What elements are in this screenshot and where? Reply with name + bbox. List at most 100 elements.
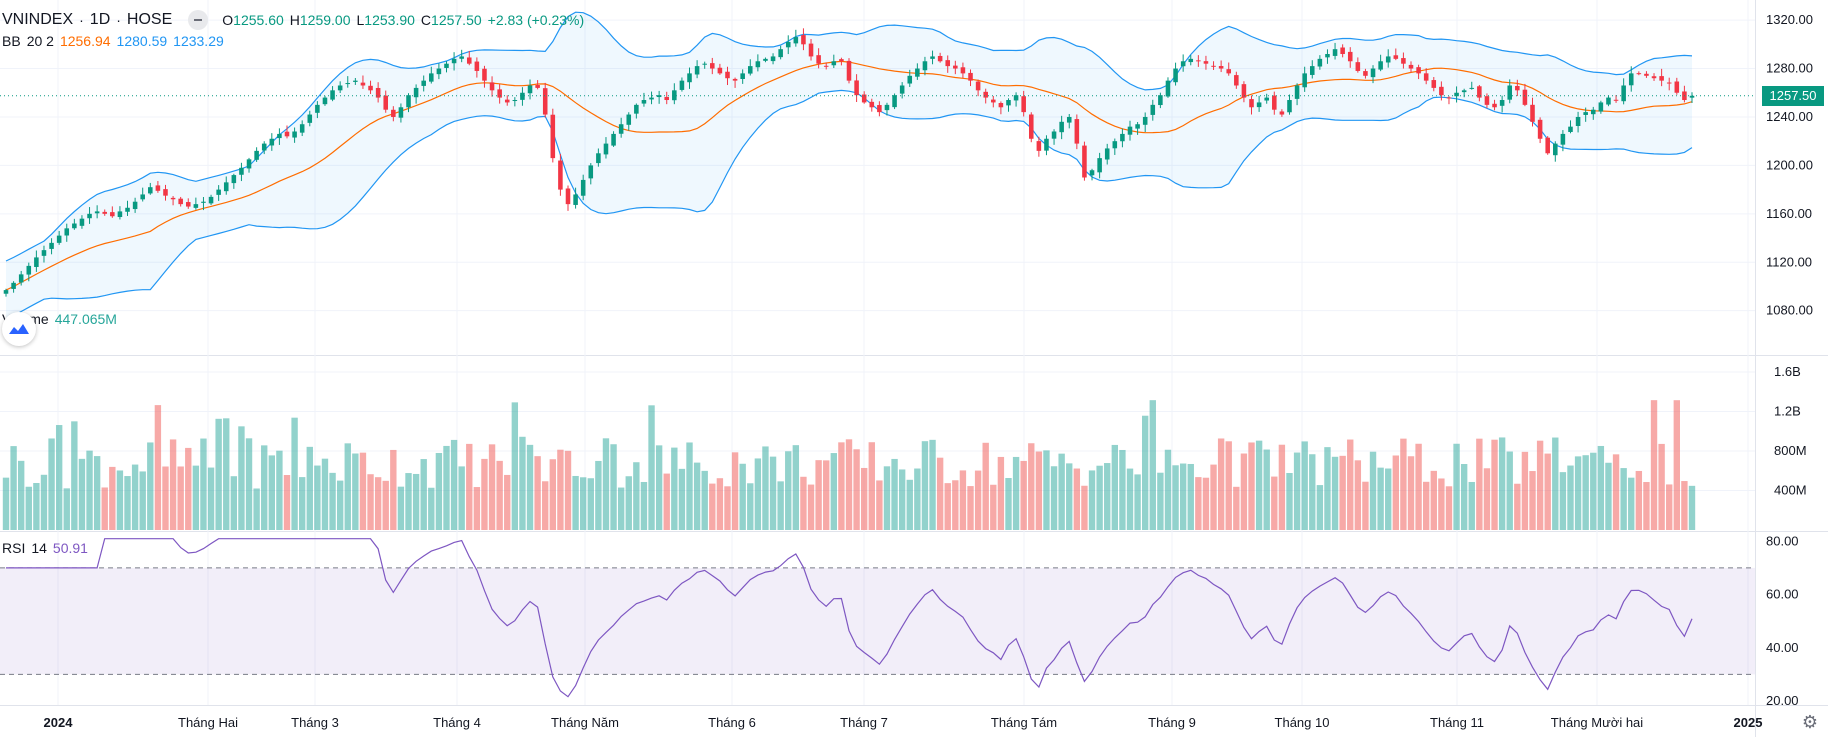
candle-body bbox=[626, 114, 632, 125]
legend-dot-2: · bbox=[116, 12, 121, 28]
candle-body bbox=[702, 63, 707, 65]
time-tick-label: Tháng 11 bbox=[1430, 715, 1484, 730]
volume-bar bbox=[1081, 485, 1088, 530]
candle-body bbox=[603, 143, 609, 155]
candle-body bbox=[755, 61, 761, 68]
symbol-interval[interactable]: 1D bbox=[89, 11, 111, 28]
candle-body bbox=[269, 138, 275, 146]
volume-bar bbox=[1582, 455, 1589, 530]
bb-legend[interactable]: BB 20 2 1256.94 1280.59 1233.29 bbox=[2, 33, 224, 49]
volume-bar bbox=[701, 470, 708, 530]
volume-bar bbox=[617, 487, 625, 530]
rsi-line bbox=[6, 538, 1693, 698]
volume-bar bbox=[1149, 400, 1156, 530]
candle-body bbox=[1666, 82, 1672, 84]
candle-body bbox=[1628, 73, 1634, 86]
candle-body bbox=[1590, 109, 1596, 115]
volume-bar bbox=[321, 458, 329, 530]
volume-bar bbox=[192, 465, 200, 530]
volume-bar bbox=[1635, 470, 1643, 530]
volume-bar bbox=[1096, 465, 1103, 530]
candle-body bbox=[1127, 126, 1133, 135]
volume-bar bbox=[663, 473, 670, 530]
candle-body bbox=[353, 80, 358, 82]
candle-body bbox=[1439, 86, 1444, 96]
volume-bar bbox=[1119, 449, 1126, 530]
candle-body bbox=[1059, 121, 1064, 133]
volume-bar bbox=[306, 446, 313, 530]
volume-bar bbox=[169, 439, 177, 530]
candle-body bbox=[1036, 141, 1042, 151]
candle-body bbox=[1302, 73, 1307, 88]
collapse-legend-icon[interactable] bbox=[188, 10, 209, 30]
candle-body bbox=[558, 160, 563, 190]
volume-bar bbox=[860, 467, 868, 530]
bb-params: 20 2 bbox=[26, 33, 54, 49]
volume-bar bbox=[359, 452, 367, 530]
candle-body bbox=[725, 71, 730, 79]
volume-bar bbox=[162, 466, 169, 530]
volume-bar bbox=[876, 480, 883, 530]
volume-bar bbox=[838, 442, 845, 530]
rsi-value: 50.91 bbox=[52, 540, 88, 556]
candle-body bbox=[94, 211, 100, 214]
candle-body bbox=[1218, 66, 1224, 69]
candle-body bbox=[907, 75, 913, 84]
volume-bar bbox=[374, 477, 382, 530]
candle-body bbox=[1264, 97, 1269, 101]
candle-body bbox=[1272, 95, 1277, 110]
volume-bar bbox=[921, 441, 929, 530]
candle-body bbox=[1644, 73, 1649, 76]
volume-bar bbox=[815, 460, 822, 530]
rsi-legend[interactable]: RSI 14 50.91 bbox=[2, 540, 88, 556]
last-price-tag: 1257.50 bbox=[1762, 85, 1824, 106]
volume-bar bbox=[845, 439, 853, 530]
candle-body bbox=[1097, 158, 1102, 173]
candle-body bbox=[49, 242, 54, 249]
candle-body bbox=[110, 212, 115, 217]
price-tick-label: 1160.00 bbox=[1766, 206, 1812, 221]
volume-bar bbox=[967, 486, 974, 530]
candle-body bbox=[1196, 60, 1201, 62]
candle-body bbox=[1636, 73, 1642, 75]
candle-body bbox=[915, 68, 920, 77]
volume-bar bbox=[245, 438, 253, 530]
volume-bar bbox=[276, 450, 283, 530]
candle-body bbox=[1013, 95, 1019, 101]
candle-body bbox=[1553, 143, 1558, 156]
volume-tick-label: 1.2B bbox=[1774, 403, 1801, 418]
candle-body bbox=[482, 68, 487, 81]
candle-body bbox=[1332, 49, 1338, 56]
settings-gear-icon[interactable]: ⚙ bbox=[1801, 712, 1818, 732]
volume-bar bbox=[906, 479, 913, 530]
volume-bar bbox=[1445, 486, 1453, 530]
volume-bar bbox=[116, 470, 124, 530]
volume-bar bbox=[542, 481, 549, 530]
candle-body bbox=[504, 99, 510, 103]
volume-bar bbox=[739, 463, 746, 530]
rsi-tick-label: 20.00 bbox=[1766, 693, 1799, 708]
candle-body bbox=[72, 223, 77, 229]
candle-body bbox=[1104, 148, 1110, 160]
volume-bar bbox=[982, 442, 989, 530]
candle-body bbox=[937, 55, 943, 62]
candle-body bbox=[1469, 87, 1475, 89]
time-tick-label: Tháng Mười hai bbox=[1551, 715, 1643, 730]
candle-body bbox=[740, 73, 745, 80]
candle-body bbox=[793, 37, 799, 44]
candle-body bbox=[1142, 116, 1148, 125]
volume-bar bbox=[724, 486, 731, 530]
bb-lower-value: 1233.29 bbox=[173, 33, 224, 49]
candle-body bbox=[991, 99, 996, 103]
volume-bar bbox=[458, 466, 465, 530]
candle-body bbox=[140, 194, 145, 200]
rsi-tick-label: 60.00 bbox=[1766, 587, 1799, 602]
candle-body bbox=[1006, 100, 1011, 106]
volume-bar bbox=[1681, 481, 1688, 530]
tradingview-logo-icon[interactable] bbox=[2, 312, 36, 346]
volume-bar bbox=[1673, 400, 1681, 530]
candle-body bbox=[892, 95, 897, 108]
symbol-name[interactable]: VNINDEX bbox=[2, 11, 74, 28]
